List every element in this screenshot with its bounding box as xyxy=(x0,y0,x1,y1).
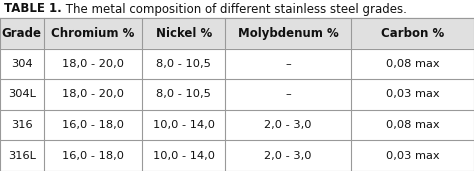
Text: TABLE 1.: TABLE 1. xyxy=(4,3,62,16)
Text: 316L: 316L xyxy=(8,151,36,161)
Text: Carbon %: Carbon % xyxy=(381,27,444,40)
Text: Chromium %: Chromium % xyxy=(51,27,135,40)
Bar xyxy=(0,49,474,79)
Text: 0,08 max: 0,08 max xyxy=(385,59,439,69)
Text: –: – xyxy=(285,59,291,69)
Text: 0,08 max: 0,08 max xyxy=(385,120,439,130)
Text: 0,03 max: 0,03 max xyxy=(385,89,439,100)
Bar xyxy=(0,140,474,171)
Bar xyxy=(0,79,474,110)
Text: 316: 316 xyxy=(11,120,33,130)
Text: 304: 304 xyxy=(11,59,33,69)
Text: 18,0 - 20,0: 18,0 - 20,0 xyxy=(62,59,124,69)
Bar xyxy=(0,110,474,140)
Text: 8,0 - 10,5: 8,0 - 10,5 xyxy=(156,89,211,100)
Text: 16,0 - 18,0: 16,0 - 18,0 xyxy=(62,151,124,161)
Text: The metal composition of different stainless steel grades.: The metal composition of different stain… xyxy=(62,3,406,16)
Text: 2,0 - 3,0: 2,0 - 3,0 xyxy=(264,120,312,130)
Text: 18,0 - 20,0: 18,0 - 20,0 xyxy=(62,89,124,100)
Bar xyxy=(0,18,474,49)
Text: 0,03 max: 0,03 max xyxy=(385,151,439,161)
Text: Nickel %: Nickel % xyxy=(155,27,212,40)
Text: 10,0 - 14,0: 10,0 - 14,0 xyxy=(153,151,215,161)
Text: 16,0 - 18,0: 16,0 - 18,0 xyxy=(62,120,124,130)
Text: 2,0 - 3,0: 2,0 - 3,0 xyxy=(264,151,312,161)
Text: –: – xyxy=(285,89,291,100)
Text: Molybdenum %: Molybdenum % xyxy=(237,27,338,40)
Text: Grade: Grade xyxy=(2,27,42,40)
Text: 304L: 304L xyxy=(8,89,36,100)
Text: 10,0 - 14,0: 10,0 - 14,0 xyxy=(153,120,215,130)
Text: 8,0 - 10,5: 8,0 - 10,5 xyxy=(156,59,211,69)
